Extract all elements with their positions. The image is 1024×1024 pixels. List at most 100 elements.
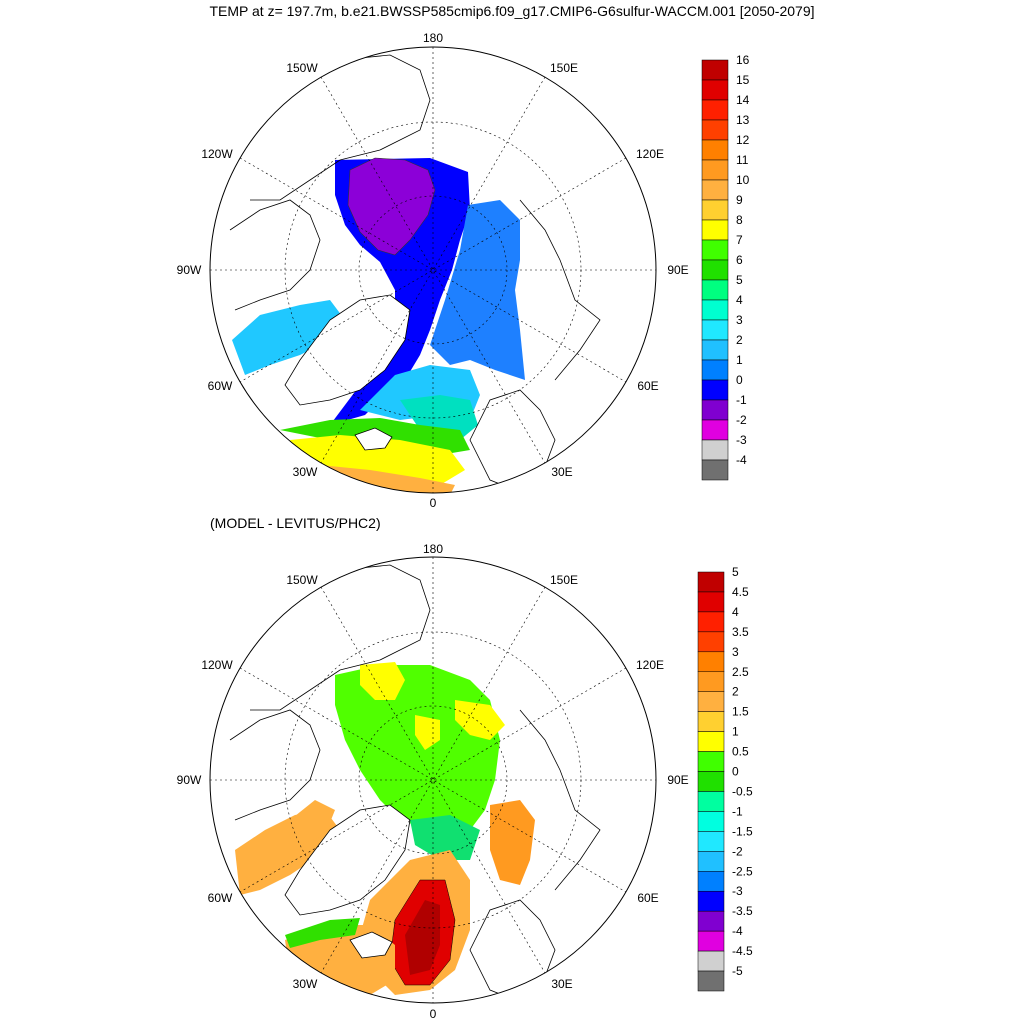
colorbar-swatch [701, 79, 729, 101]
lon-label-mid-lower-right: 60E [637, 379, 658, 393]
greenland-outline [284, 294, 411, 406]
colorbar-label: 5 [736, 273, 743, 287]
colorbar-swatch [697, 851, 725, 872]
colorbar-label: -1 [736, 393, 747, 407]
canada-outline [229, 199, 321, 311]
colorbar-label: 2.5 [732, 665, 749, 679]
colorbar-label: -1 [732, 804, 743, 818]
colorbar-label: 1.5 [732, 705, 749, 719]
colorbar-swatch [697, 591, 725, 613]
graticule-2 [210, 557, 656, 1003]
colorbar-label: -4.5 [732, 944, 753, 958]
colorbar-swatch [701, 399, 729, 421]
colorbar-label: -2.5 [732, 864, 753, 878]
colorbar-label: -1.5 [732, 824, 753, 838]
colorbar-swatch [701, 379, 729, 401]
map-panel-2: 180 0 90W 90E 150W 150E 120W 120E 60W 60… [177, 542, 753, 1021]
colorbar-swatch [701, 319, 729, 341]
graticule-1 [210, 47, 656, 493]
colorbar-label: 7 [736, 233, 743, 247]
colorbar-label: 1 [736, 353, 743, 367]
colorbar-swatch [697, 811, 725, 832]
lon-label-upper-right: 150E [550, 61, 578, 75]
colorbar-label: 3 [736, 313, 743, 327]
field-region-fram-teal [410, 815, 480, 860]
field-region-yellow-b [455, 700, 505, 740]
colorbar-label: 14 [736, 93, 750, 107]
scandinavia-outline-2 [469, 899, 556, 1001]
colorbar-swatch [697, 691, 725, 712]
colorbar-label: 2 [736, 333, 743, 347]
colorbar-label: 1 [732, 725, 739, 739]
field-region-barents-orange [490, 800, 535, 885]
colorbar-label: -3 [732, 884, 743, 898]
colorbar-swatch [697, 771, 725, 792]
field-region-yellow-c [415, 715, 440, 750]
siberia-outline-2 [519, 709, 601, 891]
colorbar-label: 13 [736, 113, 750, 127]
colorbar-swatch [697, 831, 725, 852]
lon-label-bottom-2: 0 [430, 1007, 437, 1021]
colorbar-label: -0.5 [732, 784, 753, 798]
colorbar-label: 0 [732, 765, 739, 779]
field-region-yellow-a [360, 662, 405, 700]
colorbar-swatch [697, 671, 725, 692]
lon-label-right-2: 90E [667, 773, 688, 787]
map-boundary-1 [209, 46, 657, 494]
colorbar-label: 0.5 [732, 745, 749, 759]
colorbar-swatch [697, 611, 725, 633]
iceland-outline [354, 427, 393, 451]
field-region-atlantic-green [285, 918, 360, 948]
colorbar-label: 11 [736, 153, 749, 167]
canada-outline-2 [229, 709, 321, 821]
colorbar-label: -3.5 [732, 904, 753, 918]
lon-label-lower-left: 30W [293, 465, 318, 479]
colorbar-swatch [701, 99, 729, 121]
colorbar-swatch [701, 419, 729, 441]
colorbar-swatch [701, 119, 729, 141]
colorbar-label: 4 [736, 293, 743, 307]
colorbar-swatch [701, 279, 729, 301]
lon-label-bottom: 0 [430, 496, 437, 510]
colorbar-label: 3.5 [732, 625, 749, 639]
lon-label-lower-right: 30E [551, 465, 572, 479]
lon-label-lower-right-2: 30E [551, 977, 572, 991]
lon-label-mid-upper-left: 120W [201, 147, 233, 161]
field-region-core [347, 157, 436, 256]
lon-label-mid-lower-left-2: 60W [208, 891, 233, 905]
alaska-outline-2 [250, 564, 431, 711]
colorbar-swatch [701, 299, 729, 321]
scandinavia-outline [469, 389, 556, 491]
colorbar-label: 4.5 [732, 585, 749, 599]
lon-label-upper-left-2: 150W [286, 573, 318, 587]
colorbar-swatch [701, 139, 729, 161]
colorbar-swatch [697, 631, 725, 653]
colorbar-swatch [697, 711, 725, 732]
lon-label-lower-left-2: 30W [293, 977, 318, 991]
colorbar-swatch [701, 199, 729, 221]
lon-label-right: 90E [667, 263, 688, 277]
colorbar-label: 0 [736, 373, 743, 387]
colorbar-label: -4 [732, 924, 743, 938]
colorbar-swatch [701, 239, 729, 261]
colorbar-label: 8 [736, 213, 743, 227]
colorbar-swatch [701, 179, 729, 201]
colorbar-swatch [701, 439, 729, 461]
colorbar-swatch [701, 359, 729, 381]
map-boundary-2 [209, 556, 657, 1004]
colorbar-swatch [701, 339, 729, 361]
field-region-baffin-orange [290, 800, 335, 845]
iceland-outline-2 [349, 931, 393, 959]
field-region-labrador [232, 300, 345, 375]
page-title: TEMP at z= 197.7m, b.e21.BWSSP585cmip6.f… [209, 3, 815, 19]
colorbar-swatch [697, 910, 725, 932]
colorbar-swatch [701, 259, 729, 281]
colorbar-swatch [701, 219, 729, 241]
colorbar-label: 4 [732, 605, 739, 619]
colorbar-swatch [697, 890, 725, 912]
colorbar-label: -3 [736, 433, 747, 447]
lon-label-mid-upper-right: 120E [636, 147, 664, 161]
colorbar-swatch [697, 791, 725, 812]
